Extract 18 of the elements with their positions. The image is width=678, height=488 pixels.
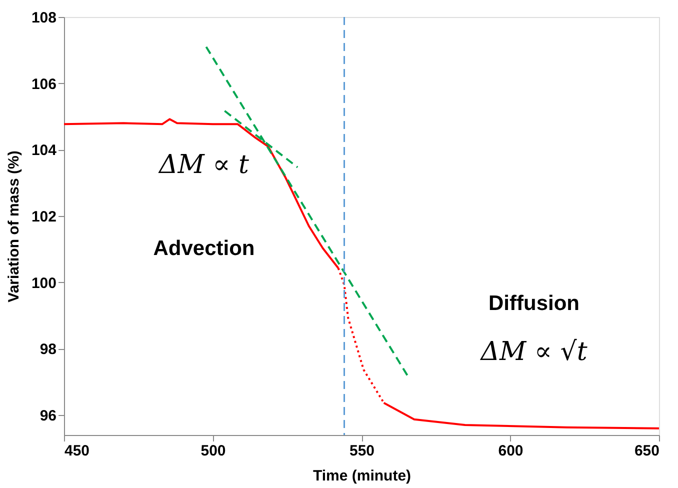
x-axis-title: Time (minute) [312,468,412,484]
annotation: Diffusion [488,292,580,315]
y-tick-label: 98 [40,341,56,358]
x-tick-label: 550 [349,442,375,460]
x-tick-label: 500 [200,442,226,460]
y-tick-label: 102 [31,208,56,226]
y-tick-label: 108 [31,10,56,26]
y-tick-label: 104 [31,142,58,160]
y-tick-label: 100 [31,274,56,292]
x-tick-label: 450 [64,442,90,460]
annotation: ΔM ∝ t [158,150,250,180]
y-tick-label: 106 [31,76,56,93]
y-axis-title: Variation of mass (%) [5,150,22,302]
y-tick-label: 96 [40,408,56,425]
x-tick-label: 600 [498,442,524,460]
annotation: Advection [153,237,255,260]
x-tick-label: 650 [634,442,660,460]
annotation: ΔM ∝ √t [480,337,588,367]
